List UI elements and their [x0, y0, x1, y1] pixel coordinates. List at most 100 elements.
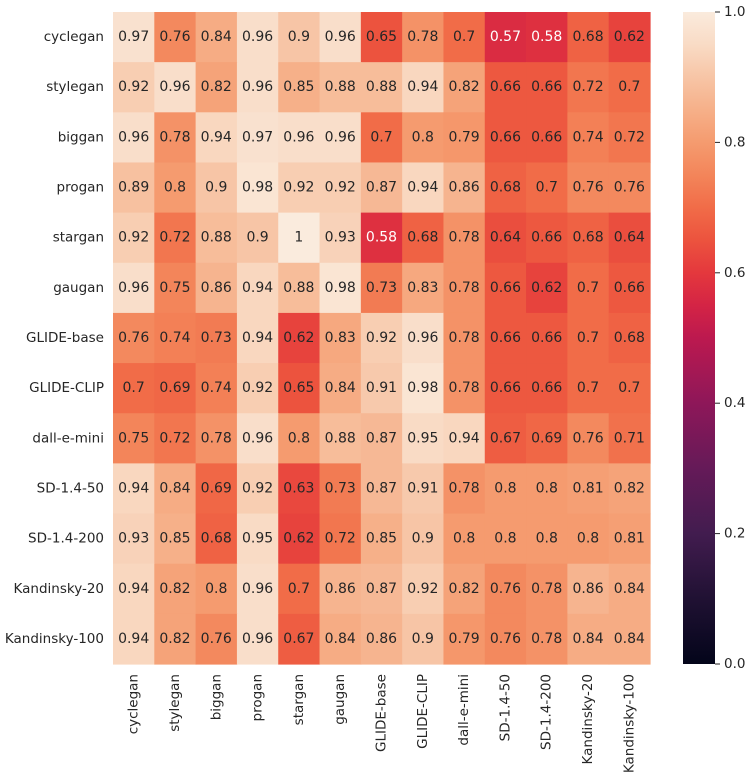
cell-value-label: 0.7	[123, 380, 145, 396]
heatmap-cell	[154, 262, 197, 314]
cell-value-label: 0.83	[407, 280, 438, 296]
heatmap-cell	[360, 112, 403, 164]
heatmap-cell	[484, 463, 527, 515]
heatmap-cell	[319, 513, 362, 565]
cell-value-label: 0.92	[242, 480, 273, 496]
heatmap-cell	[402, 563, 445, 615]
heatmap-cell	[154, 312, 197, 364]
heatmap-cell	[608, 413, 651, 464]
heatmap-cell	[195, 463, 238, 515]
cell-value-label: 0.66	[531, 79, 562, 95]
heatmap-cell	[402, 62, 445, 113]
heatmap-cell	[319, 463, 362, 515]
x-axis-tick-labels: cyclegan stylegan biggan progan stargan gauga…	[126, 674, 638, 773]
heatmap-cell	[443, 12, 486, 63]
heatmap-cell	[402, 363, 445, 414]
heatmap-cell	[154, 513, 197, 565]
heatmap-cell	[278, 262, 321, 314]
colorbar-tick-label: 0.6	[724, 265, 745, 281]
heatmap-cell	[443, 413, 486, 464]
heatmap-cell	[236, 262, 279, 314]
cell-value-label: 0.84	[614, 581, 645, 597]
cell-value-label: 0.9	[246, 230, 268, 246]
heatmap-cell	[484, 312, 527, 364]
x-tick-label: stargan	[291, 674, 307, 725]
heatmap-cell	[360, 62, 403, 113]
cell-value-label: 0.87	[366, 480, 397, 496]
heatmap-cell	[319, 62, 362, 113]
cell-value-label: 1	[294, 230, 303, 246]
heatmap-cell	[278, 613, 321, 665]
heatmap-cell	[526, 312, 568, 364]
cell-value-label: 0.96	[242, 29, 273, 45]
cell-value-label: 0.92	[407, 581, 438, 597]
heatmap-cell	[154, 162, 197, 214]
heatmap-cell	[484, 413, 527, 464]
cell-value-label: 0.66	[531, 380, 562, 396]
cell-value-label: 0.78	[449, 380, 480, 396]
heatmap-cell	[443, 162, 486, 214]
cell-value-label: 0.98	[242, 180, 273, 196]
colorbar-tick-label: 0.0	[724, 656, 745, 672]
cell-value-label: 0.73	[325, 480, 356, 496]
cell-value-label: 0.57	[490, 29, 521, 45]
heatmap-cell	[236, 162, 279, 214]
cell-value-label: 0.88	[325, 430, 356, 446]
heatmap-cell	[278, 563, 321, 615]
x-tick-label: stylegan	[167, 674, 183, 732]
heatmap-cell	[443, 312, 486, 364]
colorbar-tick-label: 0.8	[724, 134, 745, 150]
cell-value-label: 0.96	[242, 79, 273, 95]
cell-value-label: 0.78	[531, 581, 562, 597]
cell-value-label: 0.87	[366, 180, 397, 196]
heatmap-cell	[526, 463, 568, 515]
heatmap-cell	[608, 363, 651, 414]
cell-value-label: 0.98	[407, 380, 438, 396]
cell-value-label: 0.94	[118, 480, 149, 496]
heatmap-cell	[319, 212, 362, 264]
cell-value-label: 0.62	[531, 280, 562, 296]
colorbar-tick-label: 0.2	[724, 526, 745, 542]
cell-value-label: 0.91	[407, 480, 438, 496]
heatmap-cell	[319, 162, 362, 214]
heatmap-cell	[278, 513, 321, 565]
heatmap-cell	[195, 413, 238, 464]
heatmap-cell	[484, 513, 527, 565]
heatmap-cell-labels: 0.97 0.76 0.84 0.96 0.9 0.96 0.65 0.78 0.7 0.57 0.…	[118, 29, 645, 647]
heatmap-cell	[319, 563, 362, 615]
heatmap-cell	[484, 563, 527, 615]
heatmap-cell	[236, 513, 279, 565]
heatmap-cell	[443, 363, 486, 414]
cell-value-label: 0.66	[531, 129, 562, 145]
heatmap-cell	[278, 162, 321, 214]
cell-value-label: 0.93	[118, 531, 149, 547]
heatmap-cell	[608, 62, 651, 113]
cell-value-label: 0.96	[242, 581, 273, 597]
cell-value-label: 0.82	[614, 480, 645, 496]
y-tick-label: Kandinsky-100	[5, 631, 104, 647]
cell-value-label: 0.94	[449, 430, 480, 446]
cell-value-label: 0.82	[159, 631, 190, 647]
heatmap-cell	[278, 312, 321, 364]
cell-value-label: 0.78	[201, 430, 232, 446]
x-tick-label: progan	[250, 674, 266, 721]
cell-value-label: 0.79	[449, 631, 480, 647]
heatmap-cell	[360, 563, 403, 615]
heatmap-cell	[608, 463, 651, 515]
heatmap-cell	[154, 212, 197, 264]
heatmap-cell	[567, 212, 610, 264]
y-tick-label: GLIDE-base	[26, 330, 104, 346]
cell-value-label: 0.73	[366, 280, 397, 296]
heatmap-cell	[278, 112, 321, 164]
heatmap-cell	[236, 62, 279, 113]
heatmap-cell	[608, 513, 651, 565]
x-tick-label: GLIDE-CLIP	[415, 674, 431, 749]
heatmap-cell	[567, 563, 610, 615]
heatmap-cell	[567, 463, 610, 515]
heatmap-cell	[608, 112, 651, 164]
colorbar-tick-label: 0.4	[724, 395, 745, 411]
cell-value-label: 0.71	[614, 430, 645, 446]
heatmap-cell	[236, 363, 279, 414]
y-tick-label: SD-1.4-200	[28, 531, 104, 547]
cell-value-label: 0.92	[325, 180, 356, 196]
